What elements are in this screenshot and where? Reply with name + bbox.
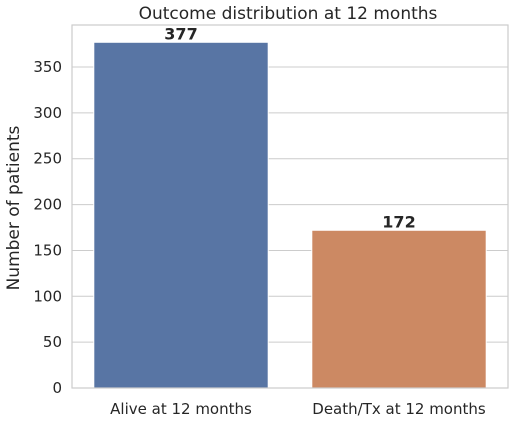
bar-2 [311, 229, 487, 389]
y-tick-label: 250 [33, 150, 62, 168]
y-tick-label: 50 [43, 333, 62, 351]
plot-area-border [71, 24, 509, 389]
x-tick-label: Alive at 12 months [110, 400, 252, 418]
y-tick-label: 200 [33, 196, 62, 214]
bar-1 [93, 41, 269, 389]
y-tick-label: 150 [33, 241, 62, 259]
y-tick-label: 100 [33, 287, 62, 305]
y-tick-label: 300 [33, 104, 62, 122]
x-axis-ticks: Alive at 12 months Death/Tx at 12 months [110, 400, 486, 418]
bar-value-label: 377 [164, 24, 197, 43]
y-axis-ticks: 0 50 100 150 200 250 300 350 [33, 58, 62, 397]
y-tick-label: 0 [52, 379, 62, 397]
bars [93, 41, 487, 389]
chart-title: Outcome distribution at 12 months [139, 4, 438, 24]
bar-value-labels: 377 172 [164, 24, 415, 231]
y-axis-label: Number of patients [4, 125, 24, 290]
y-tick-label: 350 [33, 58, 62, 76]
bar-value-label: 172 [382, 212, 415, 231]
x-tick-label: Death/Tx at 12 months [312, 400, 486, 418]
